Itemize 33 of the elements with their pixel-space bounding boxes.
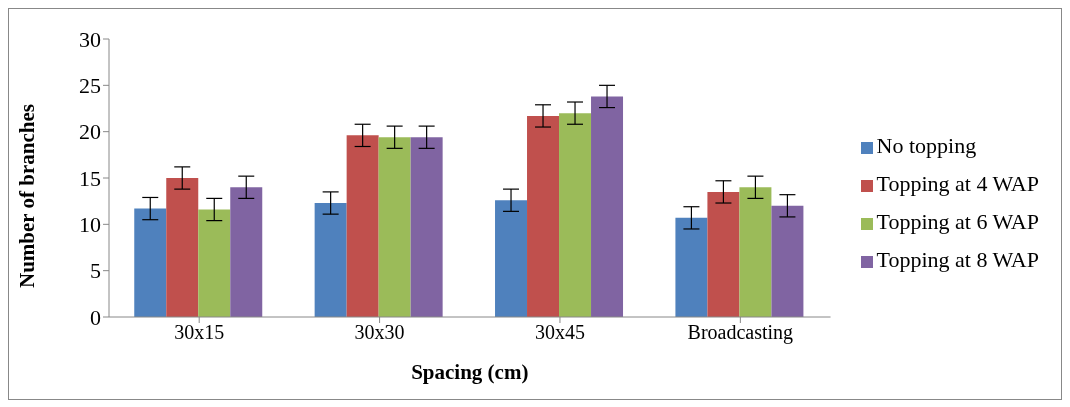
bar [495, 200, 528, 317]
bar [527, 115, 560, 317]
y-axis-title: Number of branches [15, 104, 40, 288]
y-tick-label: 0 [90, 304, 101, 330]
legend-label: Topping at 4 WAP [876, 171, 1039, 196]
legend-label: No topping [876, 133, 977, 158]
x-tick-label: 30x30 [354, 321, 405, 344]
x-tick-label: Broadcasting [687, 321, 794, 345]
bar [591, 96, 624, 317]
bar [410, 137, 443, 317]
bar [559, 113, 592, 317]
bar [166, 178, 199, 317]
x-tick-label: 30x15 [174, 321, 225, 344]
bar [707, 191, 740, 317]
bar [675, 217, 708, 317]
y-tick-label: 30 [79, 26, 101, 52]
x-tick-label: 30x45 [534, 321, 585, 344]
bar [346, 135, 379, 317]
bar [314, 203, 347, 317]
y-tick-label: 25 [79, 73, 101, 99]
y-tick-label: 20 [79, 119, 101, 145]
bar [378, 137, 411, 317]
legend-label: Topping at 8 WAP [876, 247, 1039, 272]
bar [198, 209, 231, 317]
bar [739, 187, 772, 317]
legend-label: Topping at 6 WAP [876, 209, 1039, 234]
bar [230, 187, 263, 317]
y-tick-label: 5 [90, 258, 101, 284]
x-axis-title: Spacing (cm) [411, 360, 529, 384]
y-tick-label: 15 [79, 165, 101, 191]
bar [134, 208, 167, 317]
bar [771, 205, 804, 317]
y-tick-label: 10 [79, 212, 101, 238]
